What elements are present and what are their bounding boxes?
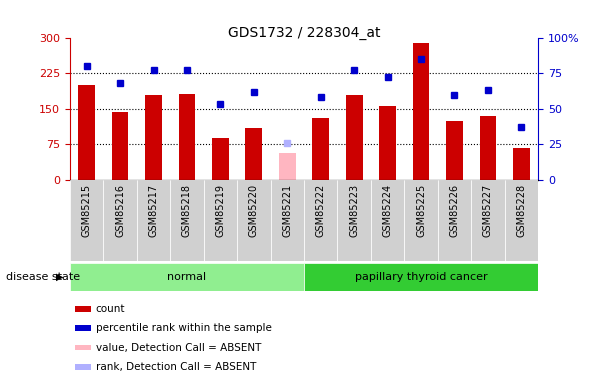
Text: percentile rank within the sample: percentile rank within the sample: [95, 323, 272, 333]
Bar: [279, 153, 295, 180]
Bar: [75, 345, 91, 350]
Bar: [371, 180, 404, 261]
Text: rank, Detection Call = ABSENT: rank, Detection Call = ABSENT: [95, 362, 256, 372]
Bar: [413, 43, 429, 180]
Bar: [237, 180, 271, 261]
Text: GSM85226: GSM85226: [449, 184, 460, 237]
Bar: [170, 180, 204, 261]
Bar: [78, 85, 95, 180]
Bar: [379, 106, 396, 180]
Text: GSM85218: GSM85218: [182, 184, 192, 237]
Text: ▶: ▶: [57, 272, 64, 282]
Text: GSM85223: GSM85223: [349, 184, 359, 237]
Bar: [75, 364, 91, 370]
Bar: [212, 138, 229, 180]
Text: GSM85217: GSM85217: [148, 184, 159, 237]
Bar: [471, 180, 505, 261]
Bar: [75, 306, 91, 312]
Text: value, Detection Call = ABSENT: value, Detection Call = ABSENT: [95, 343, 261, 352]
Text: GSM85228: GSM85228: [516, 184, 527, 237]
Text: count: count: [95, 304, 125, 314]
Bar: [103, 180, 137, 261]
Bar: [112, 112, 128, 180]
Text: GSM85225: GSM85225: [416, 184, 426, 237]
Bar: [480, 116, 496, 180]
Bar: [204, 180, 237, 261]
Text: GSM85221: GSM85221: [282, 184, 292, 237]
Bar: [145, 96, 162, 180]
Bar: [271, 180, 304, 261]
Bar: [137, 180, 170, 261]
Bar: [505, 180, 538, 261]
Bar: [313, 118, 329, 180]
Text: GSM85216: GSM85216: [115, 184, 125, 237]
Text: GSM85219: GSM85219: [215, 184, 226, 237]
Bar: [70, 262, 304, 291]
Text: GDS1732 / 228304_at: GDS1732 / 228304_at: [228, 26, 380, 40]
Bar: [337, 180, 371, 261]
Text: GSM85215: GSM85215: [81, 184, 92, 237]
Text: GSM85224: GSM85224: [382, 184, 393, 237]
Bar: [346, 96, 362, 180]
Text: GSM85222: GSM85222: [316, 184, 326, 237]
Bar: [179, 93, 195, 180]
Bar: [246, 128, 262, 180]
Bar: [404, 180, 438, 261]
Text: disease state: disease state: [6, 272, 80, 282]
Text: normal: normal: [167, 272, 207, 282]
Bar: [304, 262, 538, 291]
Text: GSM85220: GSM85220: [249, 184, 259, 237]
Bar: [75, 326, 91, 331]
Bar: [513, 148, 530, 180]
Text: GSM85227: GSM85227: [483, 184, 493, 237]
Text: papillary thyroid cancer: papillary thyroid cancer: [354, 272, 488, 282]
Bar: [446, 121, 463, 180]
Bar: [438, 180, 471, 261]
Bar: [304, 180, 337, 261]
Bar: [70, 180, 103, 261]
